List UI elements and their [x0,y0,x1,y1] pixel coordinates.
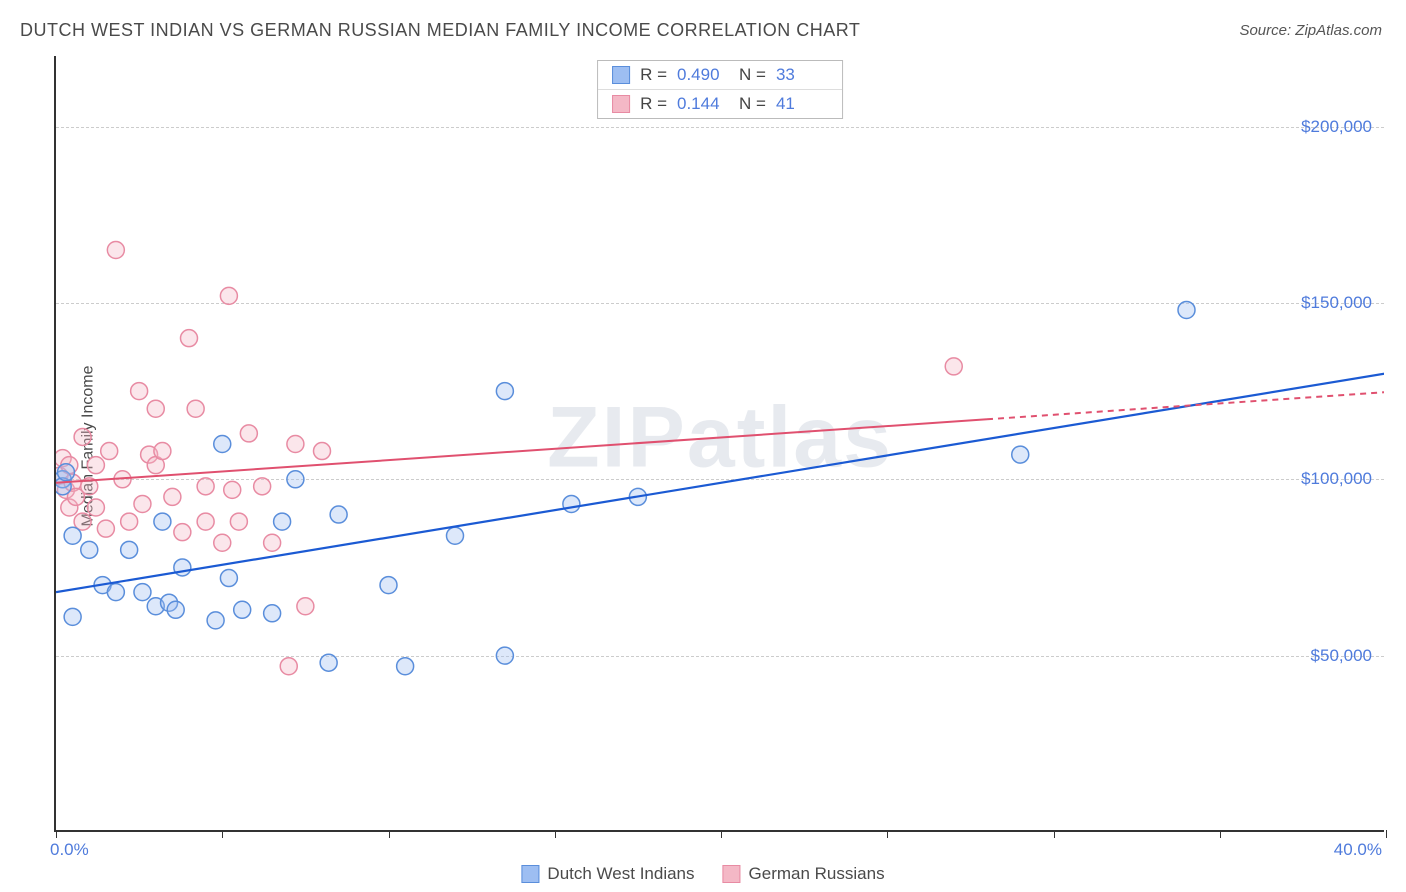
x-tick-mark [1220,830,1221,838]
scatter-point [87,499,104,516]
regression-line-extrapolated [987,392,1384,419]
stat-n-label: N = [739,65,766,85]
scatter-point [174,524,191,541]
swatch-series-1 [612,66,630,84]
scatter-point [74,428,91,445]
scatter-point [81,541,98,558]
scatter-point [214,436,231,453]
scatter-point [274,513,291,530]
scatter-point [97,520,114,537]
stat-r-label: R = [640,94,667,114]
stat-r-value-2: 0.144 [677,94,729,114]
scatter-point [380,577,397,594]
scatter-point [264,534,281,551]
plot-area: ZIPatlas R = 0.490 N = 33 R = 0.144 N = … [54,56,1384,832]
x-tick-mark [1054,830,1055,838]
scatter-point [563,495,580,512]
scatter-point [314,443,331,460]
scatter-point [181,330,198,347]
scatter-point [134,584,151,601]
scatter-point [397,658,414,675]
legend-item-2: German Russians [723,864,885,884]
scatter-point [154,513,171,530]
legend-item-1: Dutch West Indians [521,864,694,884]
scatter-point [234,601,251,618]
stat-n-value-1: 33 [776,65,828,85]
scatter-point [945,358,962,375]
stat-r-value-1: 0.490 [677,65,729,85]
scatter-point [214,534,231,551]
scatter-point [64,527,81,544]
scatter-point [64,608,81,625]
scatter-point [121,541,138,558]
scatter-point [224,481,241,498]
x-tick-label: 0.0% [50,840,89,860]
stats-legend-box: R = 0.490 N = 33 R = 0.144 N = 41 [597,60,843,119]
scatter-point [164,488,181,505]
legend-label-1: Dutch West Indians [547,864,694,884]
scatter-point [496,647,513,664]
scatter-point [220,287,237,304]
stats-row-series-1: R = 0.490 N = 33 [598,61,842,89]
x-tick-mark [721,830,722,838]
x-tick-mark [56,830,57,838]
scatter-point [121,513,138,530]
chart-title: DUTCH WEST INDIAN VS GERMAN RUSSIAN MEDI… [20,20,860,41]
scatter-point [57,464,74,481]
scatter-point [101,443,118,460]
scatter-point [264,605,281,622]
scatter-point [131,383,148,400]
stat-n-value-2: 41 [776,94,828,114]
scatter-point [207,612,224,629]
swatch-legend-1 [521,865,539,883]
bottom-legend: Dutch West Indians German Russians [521,864,884,884]
scatter-svg [56,56,1384,830]
scatter-point [287,436,304,453]
x-tick-mark [555,830,556,838]
scatter-point [107,584,124,601]
scatter-point [447,527,464,544]
scatter-point [147,400,164,417]
scatter-point [1012,446,1029,463]
swatch-legend-2 [723,865,741,883]
x-tick-label: 40.0% [1334,840,1382,860]
scatter-point [254,478,271,495]
stats-row-series-2: R = 0.144 N = 41 [598,89,842,118]
stat-n-label: N = [739,94,766,114]
scatter-point [330,506,347,523]
scatter-point [87,457,104,474]
scatter-point [220,570,237,587]
scatter-point [107,242,124,259]
scatter-point [320,654,337,671]
scatter-point [287,471,304,488]
legend-label-2: German Russians [749,864,885,884]
scatter-point [197,513,214,530]
x-tick-mark [887,830,888,838]
scatter-point [134,495,151,512]
x-tick-mark [389,830,390,838]
x-tick-mark [222,830,223,838]
stat-r-label: R = [640,65,667,85]
x-tick-mark [1386,830,1387,838]
scatter-point [240,425,257,442]
regression-line [56,419,987,482]
scatter-point [1178,301,1195,318]
scatter-point [154,443,171,460]
scatter-point [230,513,247,530]
scatter-point [187,400,204,417]
scatter-point [297,598,314,615]
scatter-point [167,601,184,618]
scatter-point [197,478,214,495]
scatter-point [280,658,297,675]
swatch-series-2 [612,95,630,113]
scatter-point [496,383,513,400]
source-label: Source: ZipAtlas.com [1239,22,1382,39]
